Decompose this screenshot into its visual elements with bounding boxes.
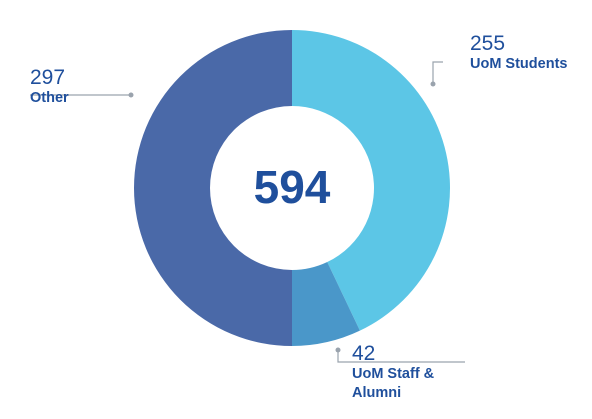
value-label: 297 — [30, 66, 66, 89]
leader-dot — [128, 92, 134, 98]
segment-label: 255 UoM Students — [470, 32, 580, 74]
value-label: 42 — [352, 342, 376, 365]
donut-segment — [134, 30, 292, 346]
leader-line — [337, 350, 465, 363]
leader-dot — [430, 81, 436, 87]
donut-segment — [292, 262, 360, 346]
donut-segment — [292, 30, 450, 331]
category-label: UoM Staff & Alumni — [352, 366, 435, 401]
leader-dot — [335, 347, 341, 353]
segment-label: 297 Other — [30, 66, 130, 108]
value-label: 255 — [470, 32, 506, 55]
category-label: UoM Students — [470, 56, 568, 73]
leader-line — [432, 61, 443, 84]
segment-label: 42 UoM Staff & Alumni — [352, 342, 442, 403]
center-total: 594 — [253, 161, 331, 213]
category-label: Other — [30, 90, 69, 107]
